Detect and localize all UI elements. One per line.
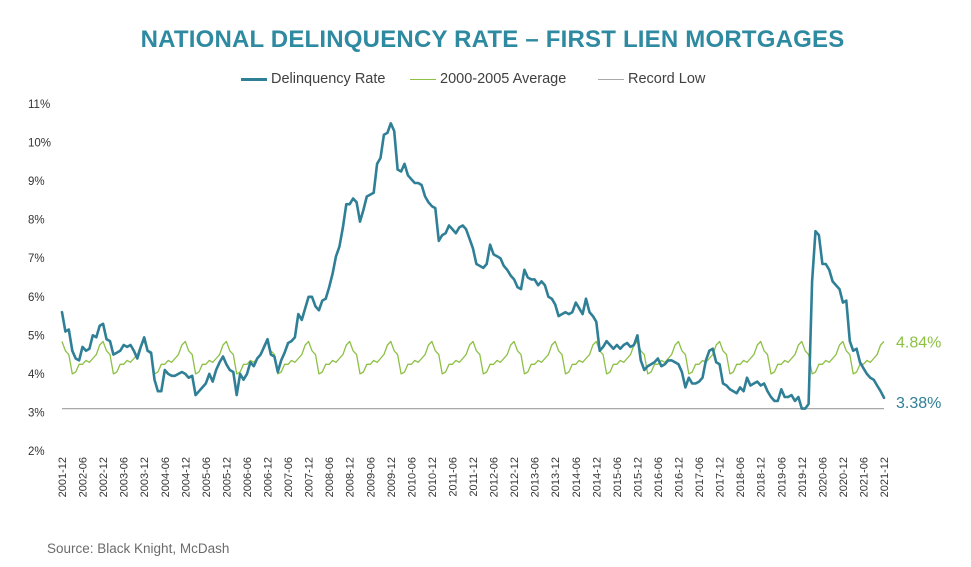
x-tick-label: 2002-06 xyxy=(78,457,90,497)
y-tick-label: 2% xyxy=(28,446,45,458)
x-tick-label: 2008-06 xyxy=(324,457,336,497)
chart-legend: Delinquency Rate 2000-2005 Average Recor… xyxy=(0,71,971,91)
x-tick-label: 2020-06 xyxy=(817,457,829,497)
x-tick-label: 2018-06 xyxy=(735,457,747,497)
legend-label-average: 2000-2005 Average xyxy=(440,71,567,87)
average-series-line xyxy=(61,340,885,375)
x-tick-label: 2019-06 xyxy=(776,457,788,497)
x-tick-label: 2010-12 xyxy=(427,457,439,497)
y-tick-label: 8% xyxy=(28,215,45,227)
x-tick-label: 2019-12 xyxy=(797,457,809,497)
y-tick-label: 7% xyxy=(28,253,45,265)
x-tick-label: 2021-12 xyxy=(879,457,891,497)
x-tick-label: 2009-06 xyxy=(365,457,377,497)
legend-label-delinquency-rate: Delinquency Rate xyxy=(271,71,386,87)
legend-item-average: 2000-2005 Average xyxy=(410,71,566,87)
x-tick-label: 2010-06 xyxy=(406,457,418,497)
y-tick-label: 9% xyxy=(28,176,45,188)
x-tick-label: 2009-12 xyxy=(386,457,398,497)
legend-swatch-average xyxy=(410,78,436,80)
x-tick-label: 2017-12 xyxy=(715,457,727,497)
x-tick-label: 2007-12 xyxy=(304,457,316,497)
x-tick-label: 2015-06 xyxy=(612,457,624,497)
x-tick-label: 2002-12 xyxy=(98,457,110,497)
x-tick-label: 2014-06 xyxy=(571,457,583,497)
x-tick-label: 2014-12 xyxy=(591,457,603,497)
x-tick-label: 2003-06 xyxy=(119,457,131,497)
average-end-label: 4.84% xyxy=(896,335,941,352)
x-tick-label: 2021-06 xyxy=(858,457,870,497)
delinquency-rate-line xyxy=(60,122,886,410)
delinquency-end-label: 3.38% xyxy=(896,395,941,412)
y-tick-label: 3% xyxy=(28,407,45,419)
source-note: Source: Black Knight, McDash xyxy=(47,541,230,556)
y-tick-label: 11% xyxy=(28,99,50,111)
x-tick-label: 2018-12 xyxy=(756,457,768,497)
x-tick-label: 2017-06 xyxy=(694,457,706,497)
legend-item-record-low: Record Low xyxy=(598,71,705,87)
x-tick-label: 2001-12 xyxy=(57,457,69,497)
x-tick-label: 2012-12 xyxy=(509,457,521,497)
x-tick-label: 2012-06 xyxy=(489,457,501,497)
x-tick-label: 2013-06 xyxy=(530,457,542,497)
y-tick-label: 5% xyxy=(28,330,45,342)
x-tick-label: 2011-06 xyxy=(447,457,459,497)
x-tick-label: 2016-12 xyxy=(674,457,686,497)
legend-swatch-record-low xyxy=(598,78,624,80)
x-tick-label: 2006-12 xyxy=(263,457,275,497)
y-tick-label: 10% xyxy=(28,138,51,150)
x-tick-label: 2004-12 xyxy=(180,457,192,497)
x-tick-label: 2005-12 xyxy=(221,457,233,497)
y-tick-label: 4% xyxy=(28,369,45,381)
legend-swatch-delinquency-rate xyxy=(241,77,267,81)
x-tick-label: 2003-12 xyxy=(139,457,151,497)
x-tick-label: 2005-06 xyxy=(201,457,213,497)
x-tick-label: 2004-06 xyxy=(160,457,172,497)
legend-item-delinquency-rate: Delinquency Rate xyxy=(241,71,385,87)
x-tick-label: 2006-06 xyxy=(242,457,254,497)
y-tick-label: 6% xyxy=(28,292,45,304)
chart-title: NATIONAL DELINQUENCY RATE – FIRST LIEN M… xyxy=(140,26,845,53)
legend-label-record-low: Record Low xyxy=(628,71,706,87)
x-tick-label: 2020-12 xyxy=(838,457,850,497)
x-tick-label: 2011-12 xyxy=(468,457,480,497)
x-tick-label: 2013-12 xyxy=(550,457,562,497)
x-tick-label: 2016-06 xyxy=(653,457,665,497)
x-tick-label: 2015-12 xyxy=(632,457,644,497)
x-tick-label: 2008-12 xyxy=(345,457,357,497)
x-tick-label: 2007-06 xyxy=(283,457,295,497)
